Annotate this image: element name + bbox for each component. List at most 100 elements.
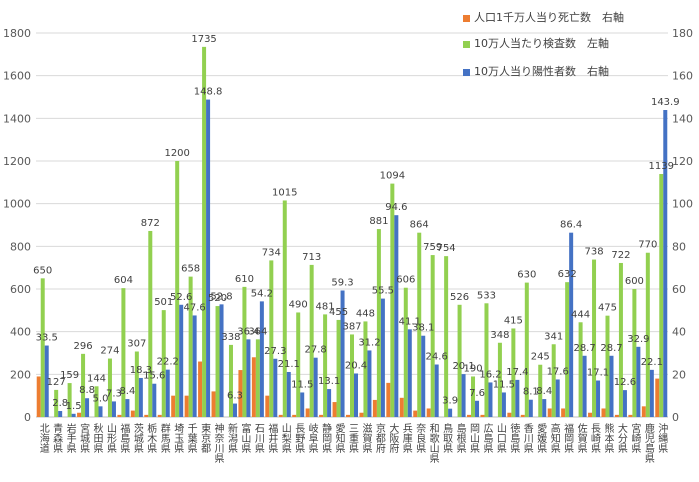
data-label-tests: 338 [221,332,240,343]
data-label-tests: 490 [289,299,308,310]
bar-deaths [426,408,431,417]
bar-tests [605,315,610,417]
data-label-positives: 38.1 [412,323,434,334]
category-label: 千葉県 [185,423,197,454]
bar-deaths [144,414,149,417]
bar-tests [511,328,516,417]
data-label-positives: 5.0 [93,393,109,404]
bar-positives [488,382,493,417]
bar-deaths [386,382,391,417]
bar-positives [327,389,332,417]
bar-tests [282,200,287,417]
bar-tests [363,321,368,417]
bar-positives [300,392,305,417]
bar-positives [340,290,345,417]
bar-deaths [655,378,660,417]
data-label-tests: 144 [87,373,106,384]
bar-tests [161,310,166,417]
bar-positives [138,377,143,417]
data-label-tests: 444 [571,309,590,320]
category-label: 富山県 [239,422,251,454]
bar-tests [255,339,260,417]
data-label-tests: 600 [625,276,644,287]
right-axis-tick-label: 20 [672,368,686,381]
bar-tests [390,183,395,417]
data-label-positives: 8.4 [119,386,135,397]
bar-positives [555,379,560,417]
legend: 人口1千万人当り死亡数 右軸 10万人当たり検査数 左軸 10万人当り陽性者数 右軸 [463,10,624,78]
data-label-positives: 47.6 [184,302,206,313]
data-label-tests: 606 [396,275,415,286]
bar-positives [232,403,237,417]
data-label-positives: 31.2 [358,337,380,348]
bar-tests [618,262,623,417]
data-label-tests: 658 [181,264,200,275]
category-label: 三重県 [347,423,359,454]
data-label-tests: 630 [517,270,536,281]
category-label: 宮崎県 [629,422,641,454]
left-axis-tick-label: 400 [10,326,31,339]
bar-positives [528,399,533,417]
data-label-tests: 650 [33,265,52,276]
bar-tests [417,232,422,417]
bar-positives [663,110,668,417]
data-label-tests: 864 [410,220,429,231]
bar-deaths [588,412,593,417]
right-axis-tick-label: 0 [672,411,679,424]
category-label: 奈良県 [414,422,426,454]
category-label: 神奈川県 [212,422,224,464]
bar-positives [179,304,184,417]
data-label-positives: 11.5 [291,379,313,390]
bar-positives [125,399,130,417]
legend-label: 人口1千万人当り死亡数 右軸 [474,10,624,24]
data-label-positives: 27.3 [264,346,286,357]
category-label: 香川県 [521,423,533,454]
bar-positives [111,401,116,417]
data-label-tests: 1139 [649,161,674,172]
data-label-tests: 610 [235,274,254,285]
data-label-tests: 738 [584,247,603,258]
bar-positives [165,369,170,417]
right-axis-tick-label: 60 [672,283,686,296]
data-label-positives: 33.5 [36,333,58,344]
category-label: 新潟県 [225,422,237,454]
bar-deaths [561,408,566,417]
bar-deaths [346,414,350,417]
bar-deaths [198,361,203,417]
category-label: 広島県 [481,422,493,454]
legend-swatch [463,15,470,22]
data-label-tests: 455 [329,307,348,318]
category-label: 岩手県 [64,422,76,454]
bar-tests [336,319,341,417]
data-label-positives: 17.1 [587,368,609,379]
right-axis-tick-label: 160 [672,70,693,83]
bar-positives [192,315,197,417]
category-label: 長崎県 [589,423,601,454]
bar-positives [394,215,399,417]
bar-tests [309,264,314,417]
data-label-positives: 22.2 [157,357,179,368]
bar-positives [259,301,264,417]
data-label-positives: 27.8 [305,345,327,356]
bar-tests [457,304,462,417]
left-axis-tick-label: 0 [24,411,31,424]
bar-positives [582,355,587,417]
gridlines [36,32,668,418]
data-label-tests: 1200 [164,148,189,159]
data-label-positives: 12.6 [614,377,636,388]
category-label: 岐阜県 [306,422,318,454]
bar-positives [85,398,90,417]
category-label: 山梨県 [279,423,291,454]
category-label: 高知県 [548,422,560,454]
bar-tests [592,259,597,417]
bar-deaths [359,412,364,417]
bar-positives [313,357,318,417]
bar-tests [107,358,112,417]
data-label-tests: 604 [114,275,133,286]
bar-tests [202,46,207,417]
bar-positives [380,298,385,417]
bar-positives [58,411,63,417]
data-label-positives: 13.1 [318,376,340,387]
bar-deaths [413,410,418,417]
